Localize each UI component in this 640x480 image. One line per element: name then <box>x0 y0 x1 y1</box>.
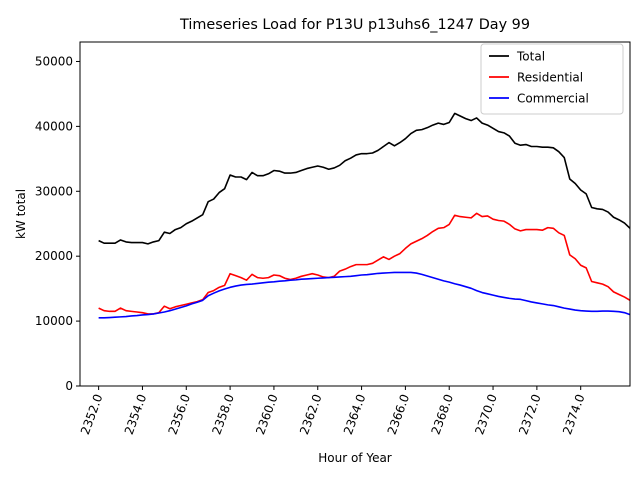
plot-frame <box>79 41 631 387</box>
x-tick-label: 2374.0 <box>560 392 588 436</box>
x-axis-ticks: 2352.0 2354.0 2356.0 2358.0 2360.0 2362.0 2364… <box>78 386 588 436</box>
legend-box <box>480 43 624 115</box>
x-tick-label: 2366.0 <box>385 392 413 436</box>
y-axis-label: kW total <box>14 189 28 239</box>
y-tick-label: 10000 <box>35 314 73 328</box>
series-line-total <box>98 112 631 245</box>
legend: Total Residential Commercial <box>480 43 624 115</box>
x-tick-label: 2358.0 <box>209 392 237 436</box>
y-tick-label: 30000 <box>35 184 73 198</box>
x-tick-label: 2354.0 <box>122 392 150 436</box>
legend-label-residential: Residential <box>517 71 583 85</box>
x-tick-label: 2368.0 <box>429 392 457 436</box>
plot-series <box>98 112 631 319</box>
series-line-residential <box>98 212 631 315</box>
x-axis-label: Hour of Year <box>318 451 392 465</box>
x-tick-label: 2370.0 <box>472 392 500 436</box>
x-tick-label: 2372.0 <box>516 392 544 436</box>
y-tick-label: 50000 <box>35 54 73 68</box>
x-tick-label: 2360.0 <box>253 392 281 436</box>
legend-label-commercial: Commercial <box>517 92 589 106</box>
y-tick-label: 40000 <box>35 119 73 133</box>
y-tick-label: 0 <box>65 379 73 393</box>
x-tick-label: 2364.0 <box>341 392 369 436</box>
x-tick-label: 2356.0 <box>166 392 194 436</box>
y-tick-label: 20000 <box>35 249 73 263</box>
x-tick-label: 2352.0 <box>78 392 106 436</box>
x-tick-label: 2362.0 <box>297 392 325 436</box>
legend-label-total: Total <box>516 50 545 64</box>
y-axis-ticks: 0 10000 20000 30000 40000 50000 <box>35 54 80 393</box>
series-line-commercial <box>98 271 631 319</box>
chart-title: Timeseries Load for P13U p13uhs6_1247 Da… <box>179 17 530 33</box>
